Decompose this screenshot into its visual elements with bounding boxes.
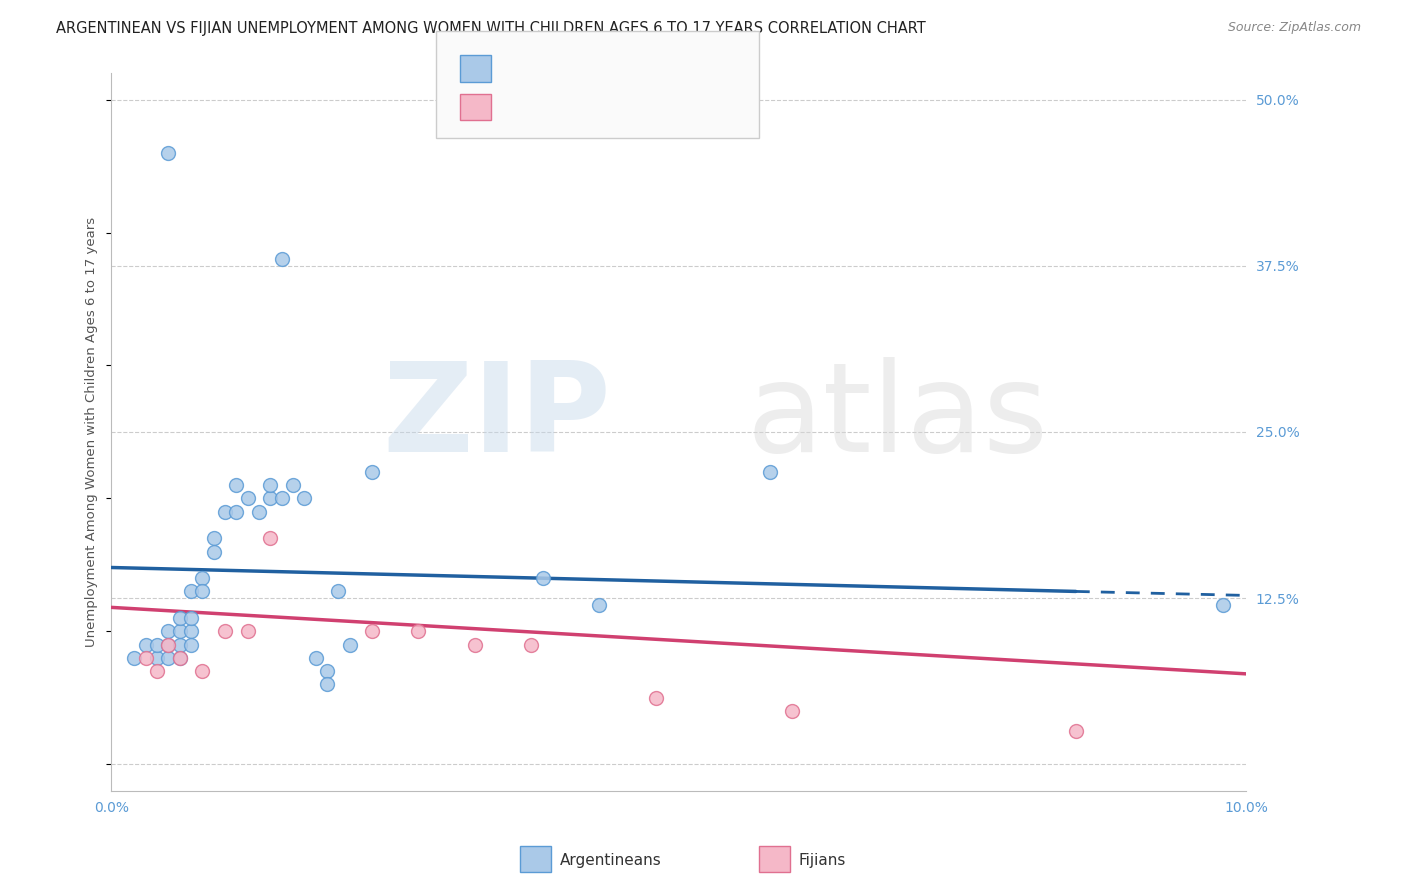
Point (328, 584, 350, 599)
Text: Argentineans: Argentineans (560, 853, 661, 868)
Text: Fijians: Fijians (799, 853, 846, 868)
Point (157, 638, 180, 652)
Point (531, 571, 554, 585)
Point (292, 491, 315, 506)
Point (169, 651, 191, 665)
Point (758, 465, 780, 479)
Point (645, 690, 668, 705)
Point (225, 478, 247, 492)
Text: 14: 14 (659, 96, 681, 114)
Point (180, 611, 202, 625)
Point (169, 624, 191, 639)
Point (214, 624, 236, 639)
Point (259, 491, 281, 506)
Point (122, 651, 145, 665)
Y-axis label: Unemployment Among Women with Children Ages 6 to 17 years: Unemployment Among Women with Children A… (86, 217, 98, 647)
Point (259, 478, 281, 492)
Point (169, 611, 191, 625)
Point (146, 651, 169, 665)
Text: atlas: atlas (747, 357, 1049, 478)
Point (316, 664, 339, 678)
Point (191, 571, 214, 585)
Point (157, 145, 180, 160)
Text: R =: R = (502, 59, 533, 77)
Text: N =: N = (621, 59, 652, 77)
Point (339, 638, 361, 652)
Point (157, 638, 180, 652)
Point (157, 651, 180, 665)
Point (247, 505, 270, 519)
Point (236, 624, 259, 639)
Point (406, 624, 429, 639)
Point (157, 624, 180, 639)
Point (225, 505, 247, 519)
Point (780, 704, 803, 718)
Text: Source: ZipAtlas.com: Source: ZipAtlas.com (1227, 21, 1361, 34)
Point (361, 465, 384, 479)
Point (146, 638, 169, 652)
Point (259, 531, 281, 545)
Point (169, 651, 191, 665)
Point (520, 638, 543, 652)
Point (1064, 724, 1087, 739)
Point (281, 478, 304, 492)
Point (180, 584, 202, 599)
Point (316, 677, 339, 691)
Point (305, 651, 328, 665)
Text: ZIP: ZIP (382, 357, 610, 478)
Point (1212, 598, 1234, 612)
Text: R =: R = (502, 96, 533, 114)
Point (270, 252, 292, 266)
Point (202, 531, 225, 545)
Text: -0.056: -0.056 (541, 59, 595, 77)
Point (214, 505, 236, 519)
Point (135, 638, 157, 652)
Point (464, 638, 486, 652)
Point (180, 638, 202, 652)
Point (180, 624, 202, 639)
Point (135, 651, 157, 665)
Point (270, 491, 292, 506)
Point (361, 624, 384, 639)
Point (202, 544, 225, 558)
Point (146, 664, 169, 678)
Point (169, 638, 191, 652)
Point (588, 598, 610, 612)
Text: -0.222: -0.222 (541, 96, 595, 114)
Text: ARGENTINEAN VS FIJIAN UNEMPLOYMENT AMONG WOMEN WITH CHILDREN AGES 6 TO 17 YEARS : ARGENTINEAN VS FIJIAN UNEMPLOYMENT AMONG… (56, 21, 927, 36)
Point (191, 584, 214, 599)
Point (236, 491, 259, 506)
Text: N =: N = (621, 96, 652, 114)
Point (191, 664, 214, 678)
Text: 41: 41 (659, 59, 681, 77)
